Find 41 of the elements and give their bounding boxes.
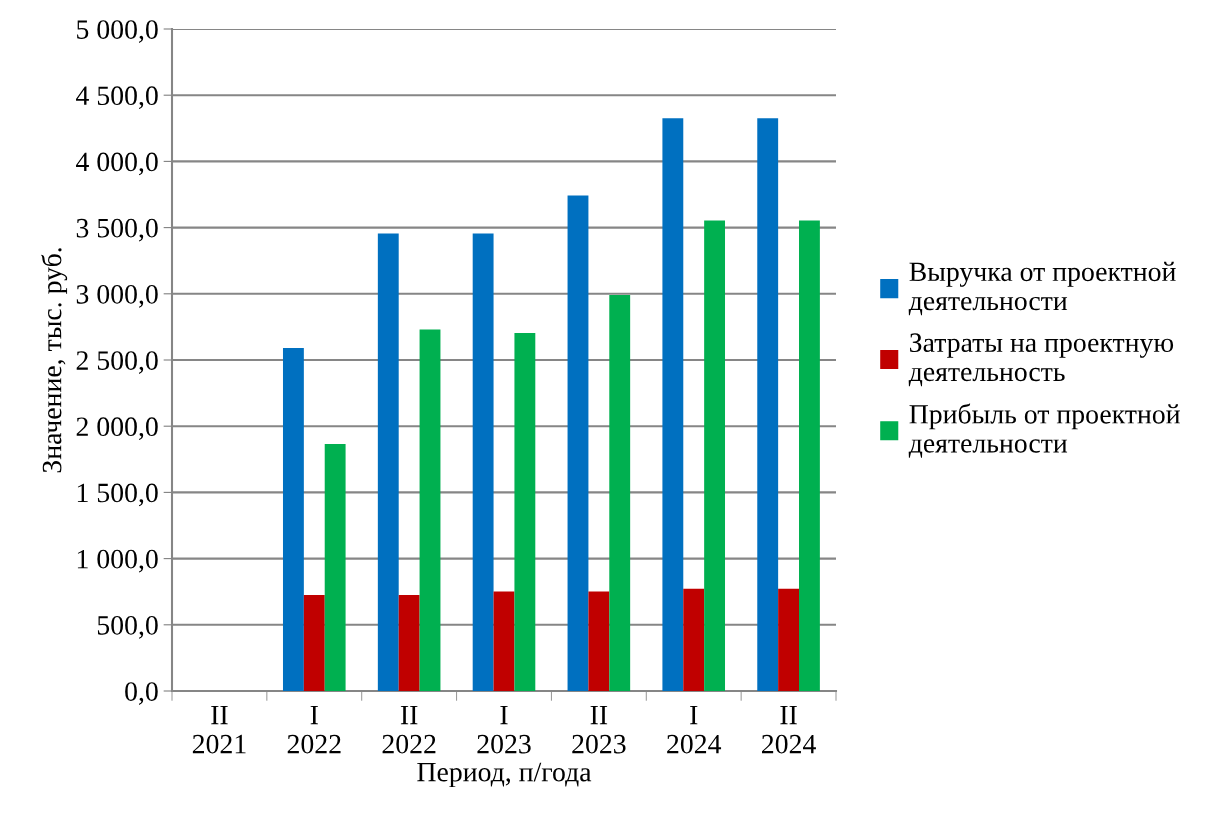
bar xyxy=(704,220,726,691)
y-tick-label: 3 500,0 xyxy=(76,218,158,242)
bar xyxy=(282,348,304,691)
bar xyxy=(567,195,589,691)
x-tick-label: II 2021 xyxy=(192,705,246,754)
y-tick-label: 4 000,0 xyxy=(76,152,158,176)
bar xyxy=(324,444,346,691)
y-tick-label: 0,0 xyxy=(125,682,158,705)
bar xyxy=(757,118,779,691)
x-axis-title: Период, п/года xyxy=(417,762,592,788)
bar xyxy=(588,591,610,691)
x-tick-label: I 2022 xyxy=(287,705,341,754)
bar xyxy=(419,329,441,691)
x-tick-label: II 2024 xyxy=(762,705,816,754)
bar xyxy=(778,588,800,691)
bar xyxy=(799,220,820,691)
legend-label: Выручка от проектной деятельности xyxy=(908,261,1176,316)
y-axis-title: Значение, тыс. руб. xyxy=(41,248,68,473)
y-tick-label: 1 000,0 xyxy=(77,549,158,573)
bar xyxy=(514,332,536,691)
bar xyxy=(398,595,420,691)
bar xyxy=(662,118,684,691)
bar xyxy=(303,595,325,691)
bar xyxy=(493,591,515,691)
legend-label: Прибыль от проектной деятельности xyxy=(908,403,1180,458)
x-tick-label: I 2024 xyxy=(667,705,722,754)
bar xyxy=(683,588,705,691)
bar xyxy=(377,233,399,691)
y-tick-label: 5 000,0 xyxy=(77,20,158,43)
bar xyxy=(472,233,494,691)
y-tick-label: 2 000,0 xyxy=(76,417,158,441)
y-tick-label: 500,0 xyxy=(97,615,158,639)
y-tick-label: 4 500,0 xyxy=(76,86,158,110)
y-tick-label: 2 500,0 xyxy=(76,351,158,374)
y-tick-label: 3 000,0 xyxy=(76,284,158,308)
bar xyxy=(609,294,631,691)
y-tick-label: 1 500,0 xyxy=(77,483,158,507)
x-tick-label: II 2022 xyxy=(382,705,436,754)
x-tick-label: I 2023 xyxy=(477,705,531,754)
x-tick-label: II 2023 xyxy=(572,705,626,754)
legend-label: Затраты на проектную деятельность xyxy=(908,333,1174,387)
